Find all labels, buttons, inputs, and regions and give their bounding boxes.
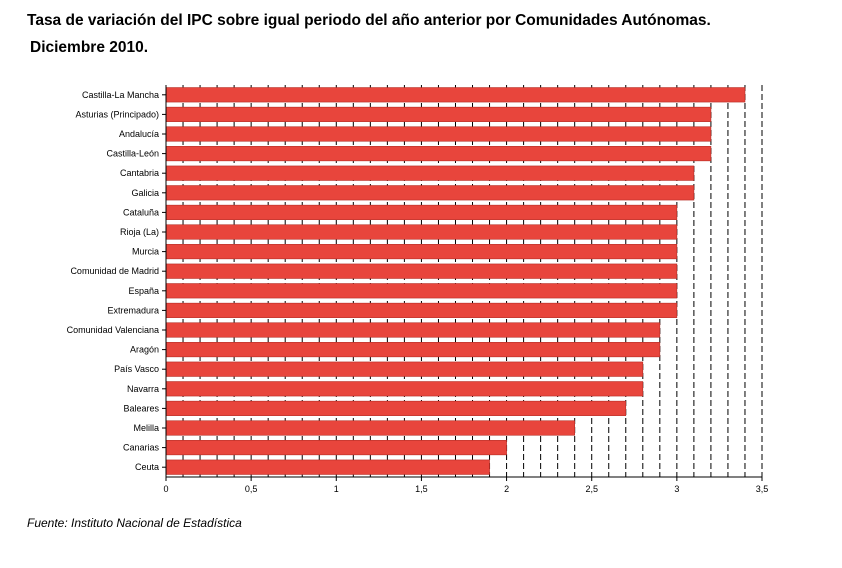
gridlines <box>182 85 763 477</box>
category-label: Navarra <box>127 384 159 394</box>
chart-title-line2: Diciembre 2010. <box>30 39 149 56</box>
x-tick-label: 1 <box>334 484 339 494</box>
bar <box>165 244 678 260</box>
bar <box>165 381 644 397</box>
category-label: Extremadura <box>107 305 159 315</box>
category-label: Melilla <box>133 423 159 433</box>
category-label: Canarias <box>123 443 160 453</box>
bar <box>165 224 678 240</box>
category-label: España <box>128 286 159 296</box>
category-label: Baleares <box>123 403 159 413</box>
bar <box>165 126 712 142</box>
chart-title-line1: Tasa de variación del IPC sobre igual pe… <box>27 12 711 29</box>
category-label: Comunidad de Madrid <box>70 266 159 276</box>
bar <box>165 185 695 201</box>
category-labels: Castilla-La Mancha Asturias (Principado) A… <box>67 90 160 472</box>
category-label: Castilla-La Mancha <box>82 90 159 100</box>
bars <box>165 87 746 475</box>
category-label: País Vasco <box>114 364 159 374</box>
category-label: Murcia <box>132 247 159 257</box>
x-tick-label: 3 <box>674 484 679 494</box>
source-note: Fuente: Instituto Nacional de Estadístic… <box>27 516 242 530</box>
x-tick-label: 1,5 <box>415 484 428 494</box>
bar <box>165 283 678 299</box>
bar <box>165 146 712 162</box>
bar <box>165 87 746 103</box>
x-tick-label: 0,5 <box>245 484 258 494</box>
category-label: Asturias (Principado) <box>75 109 159 119</box>
bar <box>165 459 490 475</box>
bar <box>165 204 678 220</box>
bar <box>165 420 575 436</box>
bar <box>165 165 695 181</box>
category-label: Cataluña <box>123 207 159 217</box>
axes <box>162 85 763 481</box>
category-label: Castilla-León <box>106 149 159 159</box>
bar <box>165 263 678 279</box>
category-label: Ceuta <box>135 462 159 472</box>
bar <box>165 322 661 338</box>
bar <box>165 302 678 318</box>
category-label: Andalucía <box>119 129 159 139</box>
category-label: Cantabria <box>120 168 159 178</box>
category-label: Galicia <box>131 188 159 198</box>
bar <box>165 361 644 377</box>
bar <box>165 440 507 456</box>
x-tick-label: 0 <box>163 484 168 494</box>
bar <box>165 106 712 122</box>
category-label: Aragón <box>130 345 159 355</box>
bar <box>165 400 627 416</box>
category-label: Rioja (La) <box>120 227 159 237</box>
x-tick-labels: 0 0,5 1 1,5 2 2,5 3 3,5 <box>163 484 768 494</box>
x-tick-label: 2,5 <box>585 484 598 494</box>
x-tick-label: 2 <box>504 484 509 494</box>
bar <box>165 342 661 358</box>
x-tick-label: 3,5 <box>756 484 769 494</box>
category-label: Comunidad Valenciana <box>67 325 159 335</box>
